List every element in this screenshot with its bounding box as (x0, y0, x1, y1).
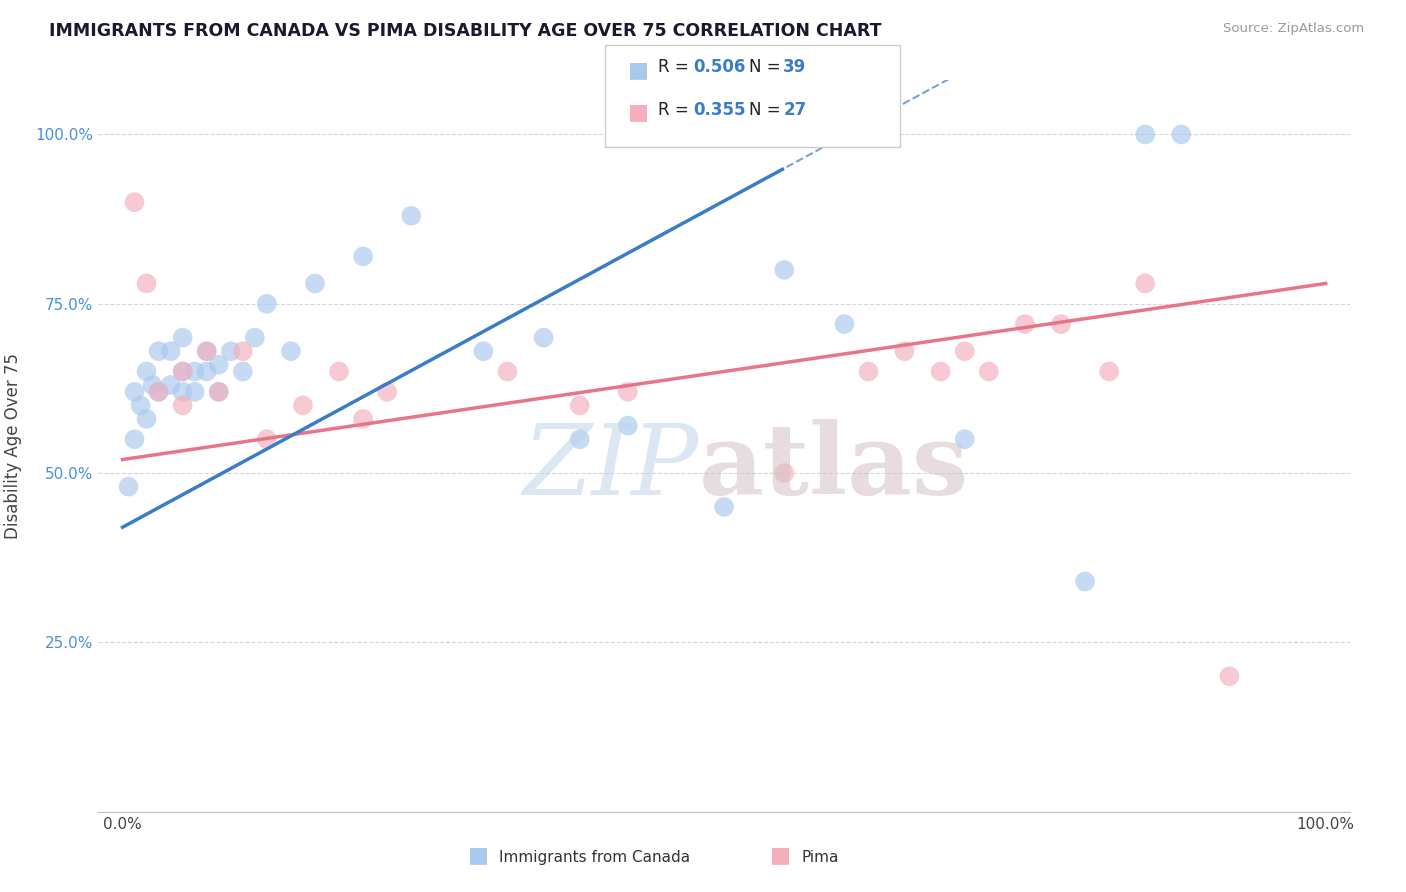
Point (496, 364, 519, 378)
Point (124, 384, 146, 399)
Text: 27: 27 (783, 101, 807, 119)
Point (352, 249, 374, 263)
Point (977, 364, 1000, 378)
Text: 0.506: 0.506 (693, 58, 745, 76)
Text: ■: ■ (628, 103, 650, 122)
Point (953, 432, 976, 446)
Point (159, 344, 181, 359)
Point (858, 364, 880, 378)
Point (533, 331, 555, 345)
Point (208, 358, 231, 372)
Point (953, 344, 976, 359)
Point (568, 398, 591, 412)
Point (893, 344, 915, 359)
Point (375, 384, 398, 399)
Point (929, 364, 952, 378)
Point (232, 344, 254, 359)
Point (135, 364, 157, 378)
Text: ■: ■ (468, 846, 488, 865)
Text: Immigrants from Canada: Immigrants from Canada (499, 850, 690, 865)
Point (291, 398, 314, 412)
Point (401, 209, 423, 223)
Point (183, 384, 205, 399)
Point (172, 398, 194, 412)
Text: R =: R = (658, 58, 695, 76)
Point (1135, 277, 1157, 291)
Point (159, 378, 181, 392)
Text: ZIP: ZIP (523, 420, 699, 516)
Point (617, 384, 640, 399)
Point (773, 263, 796, 277)
Point (172, 364, 194, 378)
Point (1098, 364, 1121, 378)
Point (183, 364, 205, 378)
Text: 39: 39 (783, 58, 807, 76)
Text: ■: ■ (628, 60, 650, 79)
Text: R =: R = (658, 101, 695, 119)
Point (773, 466, 796, 480)
Text: 0.355: 0.355 (693, 101, 745, 119)
Text: IMMIGRANTS FROM CANADA VS PIMA DISABILITY AGE OVER 75 CORRELATION CHART: IMMIGRANTS FROM CANADA VS PIMA DISABILIT… (49, 22, 882, 40)
Point (148, 384, 170, 399)
Point (195, 344, 218, 359)
Point (129, 398, 152, 412)
Point (124, 195, 146, 210)
Text: N =: N = (749, 101, 786, 119)
Text: N =: N = (749, 58, 786, 76)
Point (232, 364, 254, 378)
Point (713, 500, 735, 514)
Point (148, 344, 170, 359)
Point (1074, 574, 1097, 589)
Point (1218, 669, 1240, 683)
Point (1135, 128, 1157, 142)
Point (243, 331, 266, 345)
Point (172, 331, 194, 345)
Point (1170, 128, 1192, 142)
Point (208, 384, 231, 399)
Text: Pima: Pima (801, 850, 839, 865)
Point (135, 412, 157, 426)
Point (195, 364, 218, 378)
Point (135, 277, 157, 291)
Point (1014, 317, 1036, 331)
Point (219, 344, 242, 359)
Point (208, 384, 231, 399)
Point (195, 344, 218, 359)
Point (834, 317, 856, 331)
Point (172, 384, 194, 399)
Point (117, 480, 139, 494)
Point (124, 432, 146, 446)
Point (304, 277, 326, 291)
Point (617, 418, 640, 433)
Point (256, 432, 278, 446)
Point (472, 344, 495, 359)
Text: Source: ZipAtlas.com: Source: ZipAtlas.com (1223, 22, 1364, 36)
Point (568, 432, 591, 446)
Point (142, 378, 165, 392)
Point (1050, 317, 1073, 331)
Y-axis label: Disability Age Over 75: Disability Age Over 75 (4, 353, 21, 539)
Text: atlas: atlas (699, 419, 969, 516)
Text: ■: ■ (770, 846, 790, 865)
Point (148, 384, 170, 399)
Point (256, 297, 278, 311)
Point (328, 364, 350, 378)
Point (280, 344, 302, 359)
Point (172, 364, 194, 378)
Point (352, 412, 374, 426)
